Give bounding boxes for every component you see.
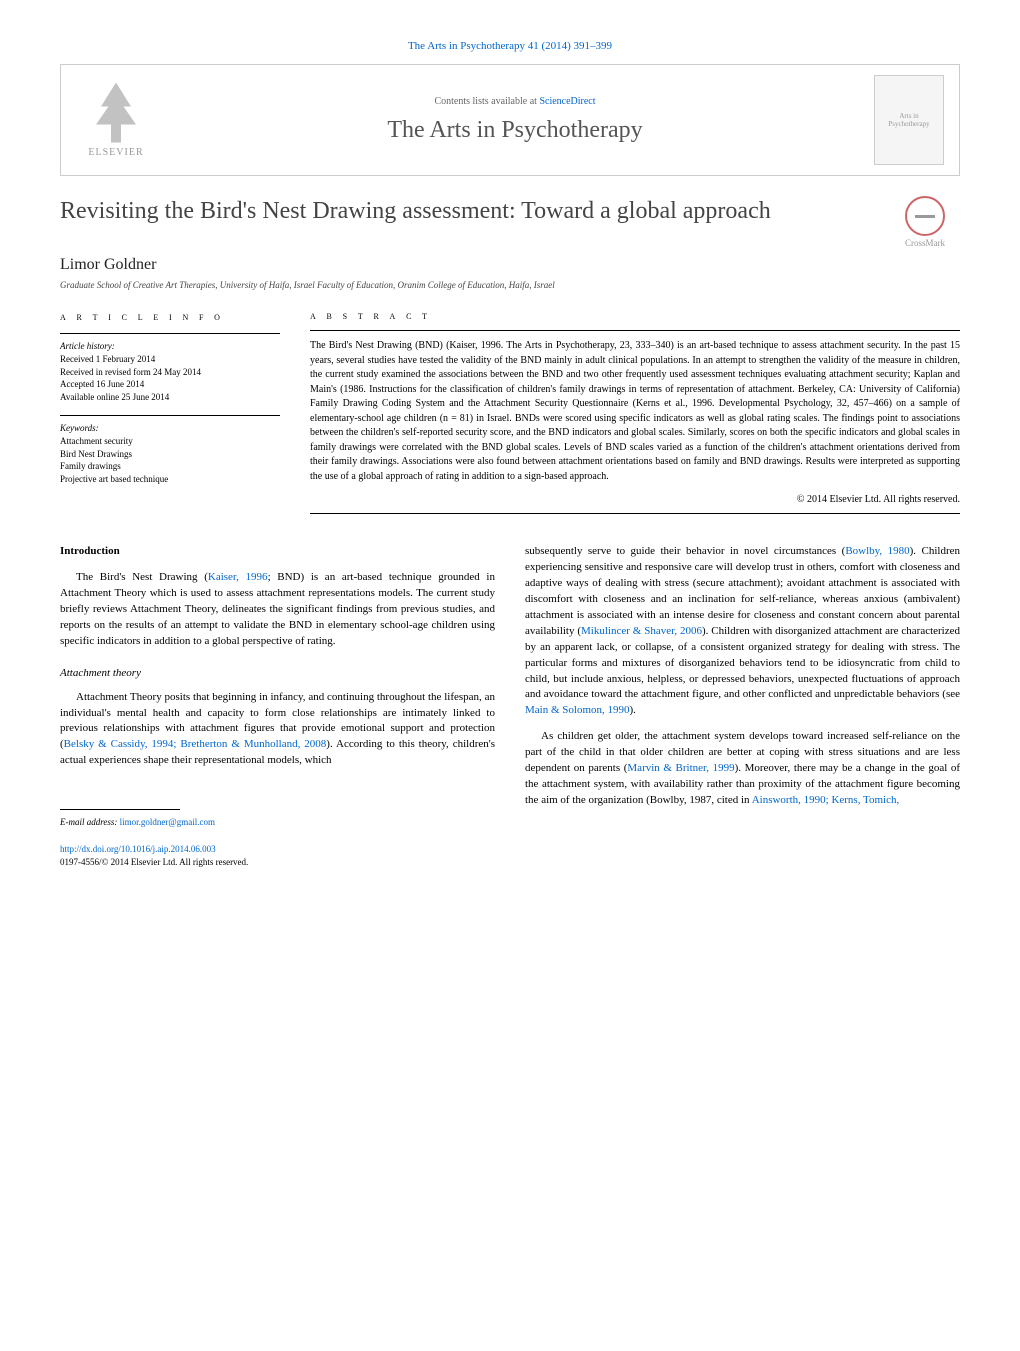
attachment-theory-heading: Attachment theory	[60, 666, 495, 682]
article-info-column: a r t i c l e i n f o Article history: R…	[60, 310, 280, 514]
crossmark-label: CrossMark	[905, 238, 945, 248]
intro-paragraph: The Bird's Nest Drawing (Kaiser, 1996; B…	[60, 570, 495, 650]
email-link[interactable]: limor.goldner@gmail.com	[120, 817, 215, 827]
crossmark-icon	[905, 196, 945, 236]
body-text: ). Children experiencing sensitive and r…	[525, 545, 960, 637]
contents-available: Contents lists available at ScienceDirec…	[156, 96, 874, 107]
citation-link[interactable]: Ainsworth, 1990; Kerns, Tomich,	[752, 794, 900, 806]
abstract-header: a b s t r a c t	[310, 310, 960, 322]
journal-header-box: ELSEVIER Contents lists available at Sci…	[60, 64, 960, 176]
publisher-logo: ELSEVIER	[76, 75, 156, 165]
body-paragraph: As children get older, the attachment sy…	[525, 729, 960, 809]
header-center: Contents lists available at ScienceDirec…	[156, 96, 874, 144]
left-column: Introduction The Bird's Nest Drawing (Ka…	[60, 544, 495, 869]
journal-citation: The Arts in Psychotherapy 41 (2014) 391–…	[60, 40, 960, 52]
doi-link[interactable]: http://dx.doi.org/10.1016/j.aip.2014.06.…	[60, 844, 216, 854]
citation-link[interactable]: Belsky & Cassidy, 1994; Bretherton & Mun…	[64, 738, 327, 750]
article-history-section: Article history: Received 1 February 201…	[60, 333, 280, 403]
keyword-item: Projective art based technique	[60, 473, 280, 486]
keyword-item: Attachment security	[60, 435, 280, 448]
email-label: E-mail address:	[60, 817, 120, 827]
citation-link[interactable]: Kaiser, 1996	[208, 571, 268, 583]
keywords-section: Keywords: Attachment security Bird Nest …	[60, 415, 280, 485]
abstract-column: a b s t r a c t The Bird's Nest Drawing …	[310, 310, 960, 514]
journal-name: The Arts in Psychotherapy	[156, 117, 874, 144]
sciencedirect-link[interactable]: ScienceDirect	[539, 96, 595, 107]
publisher-name: ELSEVIER	[88, 147, 143, 158]
body-text: subsequently serve to guide their behavi…	[525, 545, 845, 557]
body-columns: Introduction The Bird's Nest Drawing (Ka…	[60, 544, 960, 869]
elsevier-tree-icon	[91, 83, 141, 143]
body-paragraph: subsequently serve to guide their behavi…	[525, 544, 960, 719]
issn-copyright: 0197-4556/© 2014 Elsevier Ltd. All right…	[60, 857, 248, 867]
body-paragraph: Attachment Theory posits that beginning …	[60, 690, 495, 770]
abstract-text: The Bird's Nest Drawing (BND) (Kaiser, 1…	[310, 330, 960, 484]
right-column: subsequently serve to guide their behavi…	[525, 544, 960, 869]
journal-cover-thumbnail: Arts in Psychotherapy	[874, 75, 944, 165]
body-text: ).	[630, 704, 636, 716]
abstract-copyright: © 2014 Elsevier Ltd. All rights reserved…	[310, 494, 960, 514]
article-info-header: a r t i c l e i n f o	[60, 310, 280, 325]
crossmark-badge[interactable]: CrossMark	[890, 196, 960, 248]
info-abstract-row: a r t i c l e i n f o Article history: R…	[60, 310, 960, 514]
history-accepted: Accepted 16 June 2014	[60, 378, 280, 391]
author-affiliation: Graduate School of Creative Art Therapie…	[60, 280, 960, 290]
introduction-heading: Introduction	[60, 544, 495, 560]
keyword-item: Bird Nest Drawings	[60, 448, 280, 461]
article-title: Revisiting the Bird's Nest Drawing asses…	[60, 196, 870, 227]
body-text: The Bird's Nest Drawing (	[76, 571, 208, 583]
history-label: Article history:	[60, 340, 280, 353]
history-online: Available online 25 June 2014	[60, 391, 280, 404]
citation-link[interactable]: Marvin & Britner, 1999	[627, 762, 734, 774]
citation-link[interactable]: Mikulincer & Shaver, 2006	[581, 625, 702, 637]
history-received: Received 1 February 2014	[60, 353, 280, 366]
footer-rule	[60, 809, 180, 810]
keywords-label: Keywords:	[60, 422, 280, 435]
contents-text: Contents lists available at	[434, 96, 539, 107]
corresponding-email: E-mail address: limor.goldner@gmail.com	[60, 816, 495, 829]
title-row: Revisiting the Bird's Nest Drawing asses…	[60, 196, 960, 248]
history-revised: Received in revised form 24 May 2014	[60, 366, 280, 379]
citation-link[interactable]: Bowlby, 1980	[845, 545, 909, 557]
citation-link[interactable]: Main & Solomon, 1990	[525, 704, 630, 716]
doi-block: http://dx.doi.org/10.1016/j.aip.2014.06.…	[60, 843, 495, 869]
author-name: Limor Goldner	[60, 256, 960, 274]
keyword-item: Family drawings	[60, 460, 280, 473]
